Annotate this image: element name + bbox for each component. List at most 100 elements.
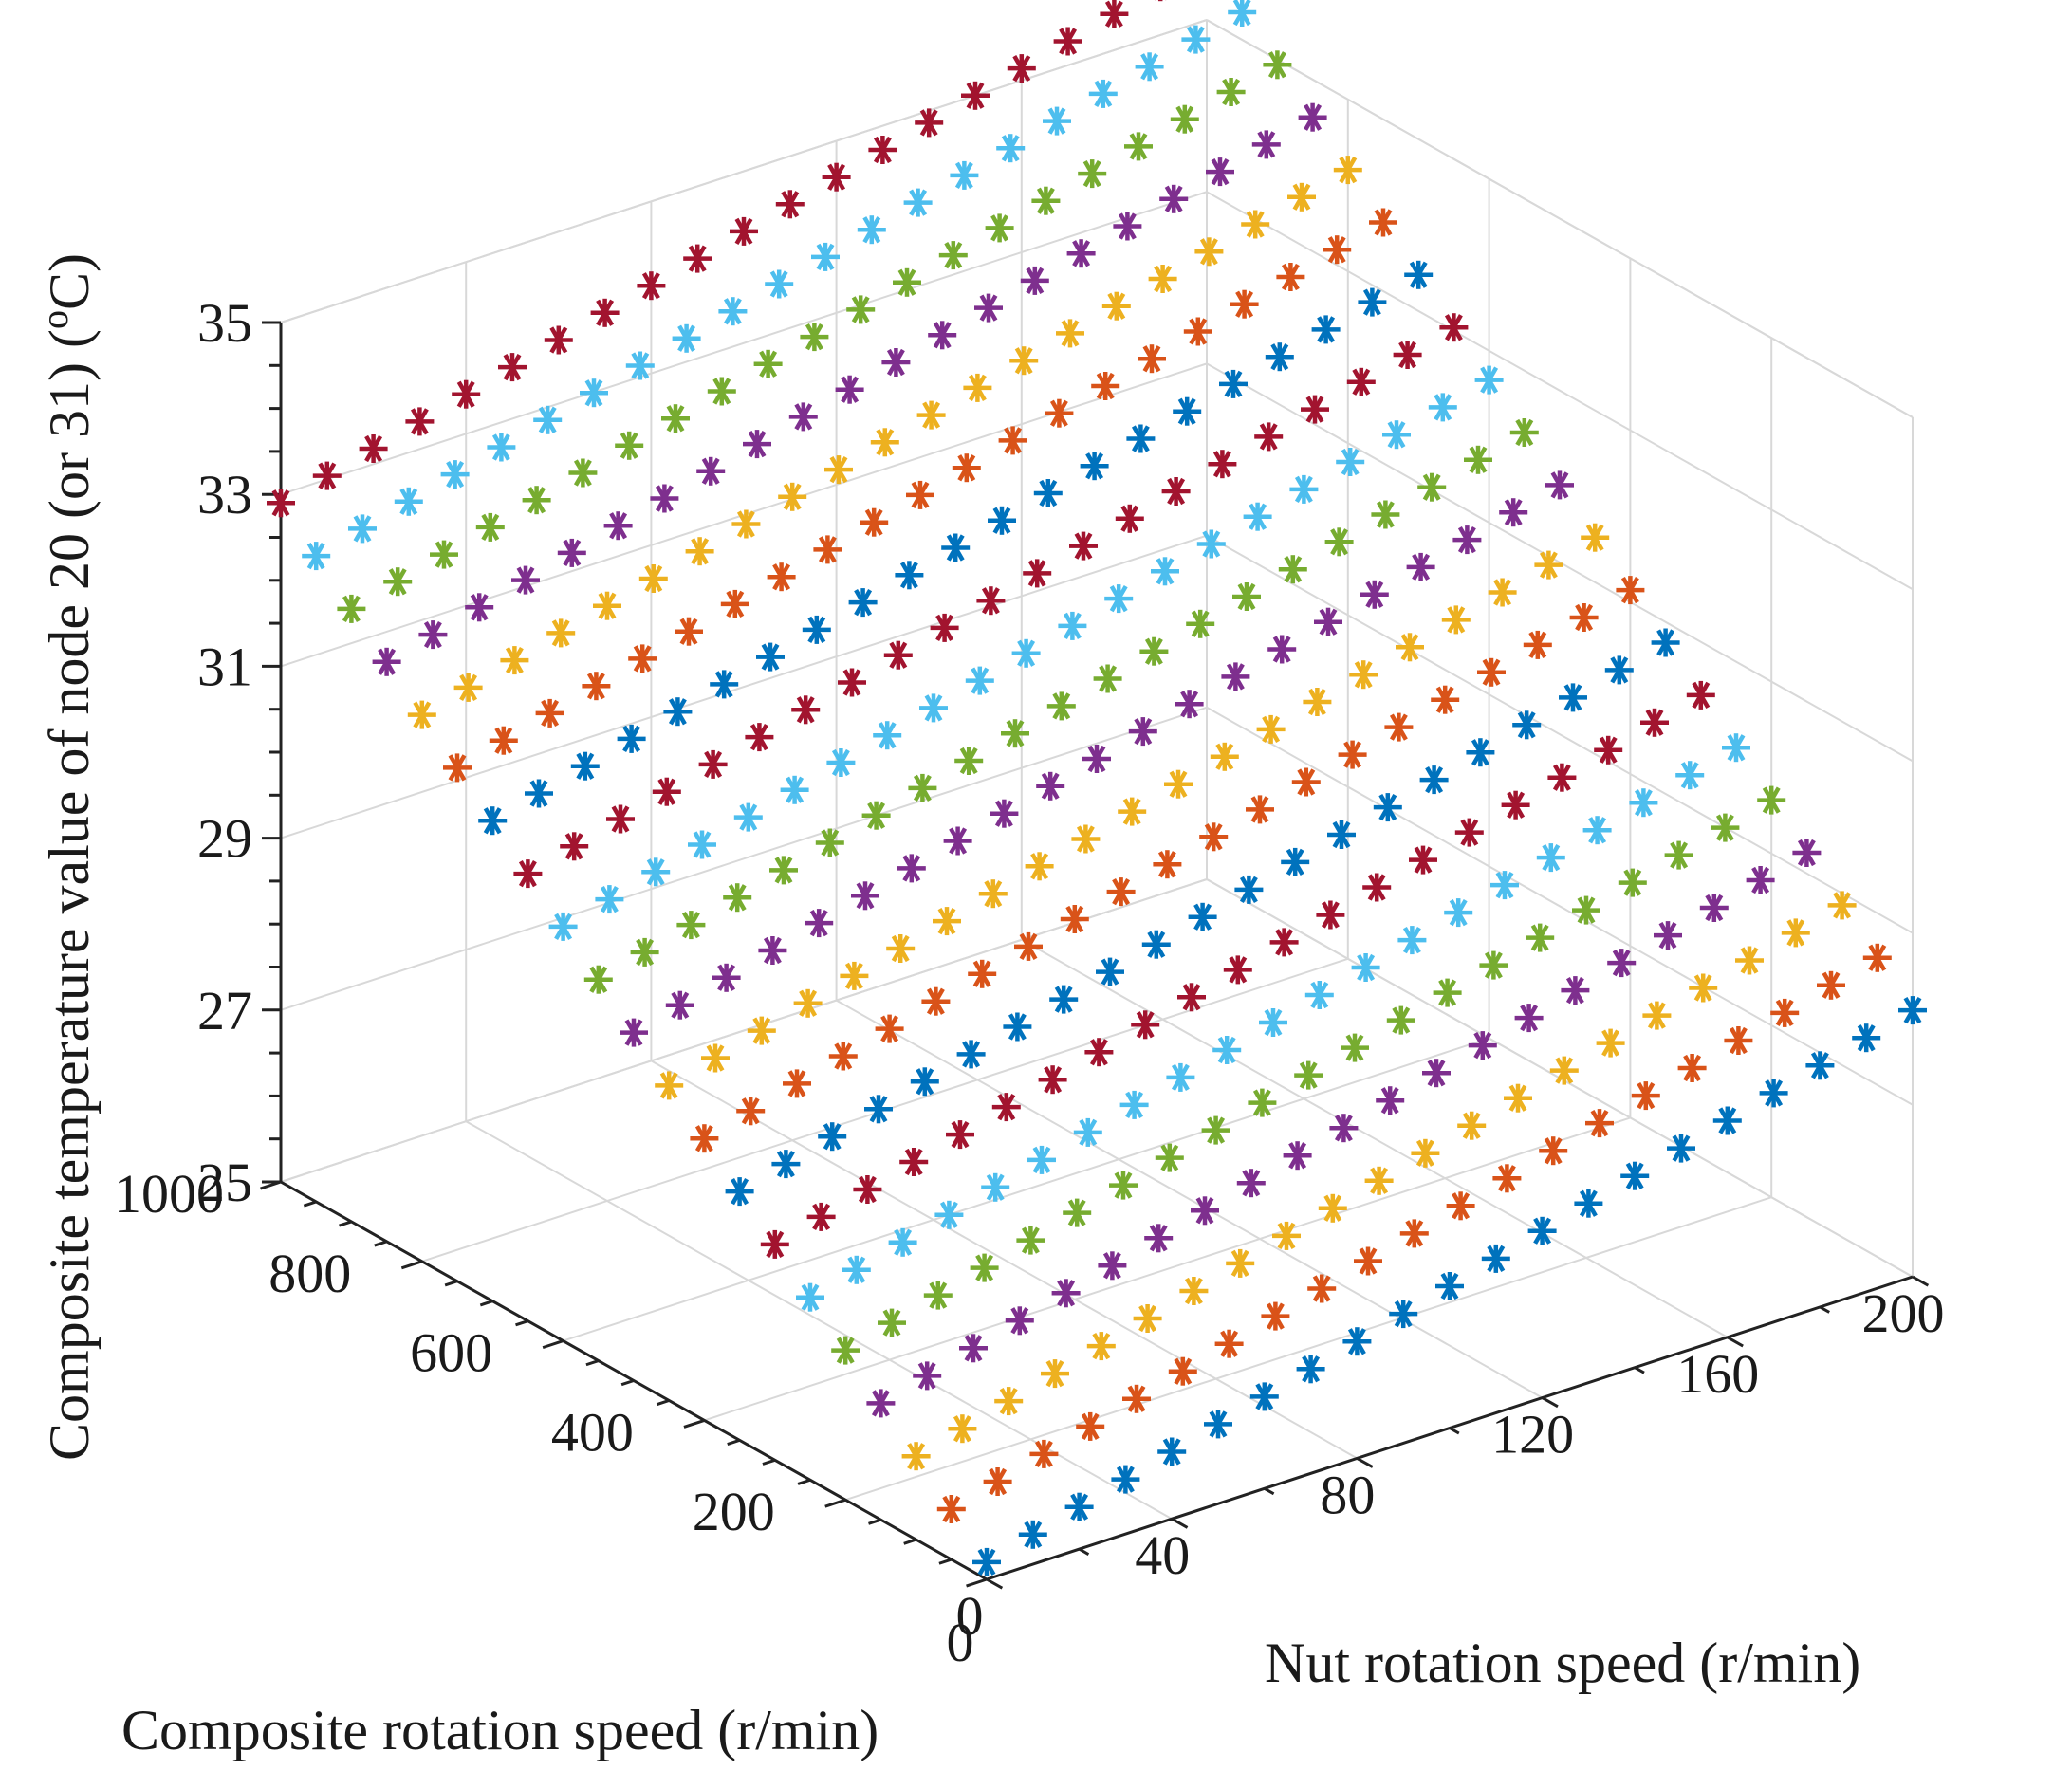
data-point — [1607, 949, 1637, 978]
data-point — [972, 1547, 1001, 1576]
data-point — [465, 593, 494, 622]
data-point — [683, 244, 712, 273]
data-point — [1230, 289, 1259, 319]
data-point — [1360, 580, 1389, 609]
data-point — [655, 1071, 684, 1100]
data-point — [1382, 420, 1411, 450]
x-axis-label: Nut rotation speed (r/min) — [1265, 1632, 1860, 1694]
data-point — [712, 963, 741, 992]
y-tick — [797, 1478, 811, 1485]
data-point — [1689, 973, 1718, 1003]
data-point — [1144, 1224, 1174, 1253]
data-point — [440, 460, 470, 489]
data-point — [878, 1308, 906, 1337]
data-point — [731, 509, 761, 539]
data-point — [1071, 824, 1101, 854]
data-point — [1817, 970, 1845, 1000]
data-point — [1452, 525, 1482, 555]
x-tick-label: 40 — [1135, 1524, 1190, 1586]
data-point — [1699, 894, 1729, 922]
data-point — [511, 565, 540, 595]
data-point — [1283, 1141, 1312, 1171]
data-point — [1109, 1171, 1138, 1200]
data-point — [1406, 552, 1435, 581]
x-tick — [1541, 1396, 1559, 1409]
data-point — [1512, 710, 1542, 740]
data-point — [1422, 1059, 1451, 1088]
data-point — [1629, 788, 1658, 818]
data-point — [1324, 527, 1354, 557]
data-point — [557, 538, 586, 567]
data-point — [267, 489, 295, 518]
data-point — [685, 537, 714, 566]
data-point — [1011, 638, 1041, 668]
data-point — [1076, 1411, 1105, 1441]
floor-grid-x — [650, 1060, 1358, 1460]
data-point — [1457, 1111, 1487, 1140]
data-point — [1477, 657, 1506, 687]
data-point — [1582, 816, 1612, 845]
data-point — [1009, 346, 1039, 376]
data-point — [1016, 1226, 1045, 1255]
data-point — [1397, 926, 1427, 955]
data-point — [638, 564, 668, 593]
data-point — [1223, 955, 1252, 985]
data-point — [1561, 976, 1590, 1005]
data-point — [628, 644, 657, 673]
data-point — [544, 325, 573, 355]
x-tick — [1356, 1457, 1374, 1468]
z-tick-label: 33 — [197, 464, 252, 525]
data-point — [916, 400, 946, 430]
data-point — [1314, 607, 1342, 636]
data-point — [1781, 918, 1810, 948]
data-point — [1468, 1031, 1497, 1060]
data-point — [690, 1124, 719, 1153]
data-point — [1191, 1196, 1219, 1226]
data-point — [923, 1281, 953, 1310]
data-point — [672, 323, 701, 353]
data-point — [1376, 1086, 1405, 1115]
y-tick-label: 800 — [268, 1243, 351, 1304]
data-point — [405, 407, 435, 436]
data-point — [383, 567, 413, 597]
data-point — [943, 826, 972, 856]
data-point — [593, 591, 621, 620]
data-point — [1104, 584, 1134, 614]
data-point — [720, 589, 749, 618]
data-point — [1093, 664, 1122, 693]
floor-grid-x — [836, 999, 1544, 1399]
data-point — [1023, 559, 1052, 588]
data-point — [525, 779, 553, 808]
x-tick — [1449, 1427, 1460, 1435]
data-point — [615, 431, 644, 460]
data-point — [710, 670, 739, 699]
data-point — [806, 1202, 836, 1231]
data-point — [963, 373, 992, 402]
data-point — [970, 1253, 999, 1282]
data-point — [1155, 1143, 1184, 1172]
data-point — [1124, 132, 1153, 161]
data-point — [1175, 690, 1204, 719]
data-point — [818, 1122, 847, 1152]
data-point — [783, 1069, 811, 1098]
x-tick — [1078, 1547, 1090, 1556]
data-point — [760, 1229, 789, 1259]
data-point — [650, 484, 679, 513]
data-point — [1409, 845, 1437, 875]
y-tick — [542, 1339, 564, 1350]
data-point — [625, 351, 655, 380]
data-point — [1111, 1465, 1140, 1494]
data-point — [930, 613, 959, 642]
data-point — [652, 777, 681, 806]
data-point — [765, 269, 794, 299]
data-point — [895, 561, 924, 590]
data-point — [838, 668, 866, 697]
data-point — [1045, 398, 1074, 428]
data-point — [897, 854, 926, 883]
data-point — [956, 1040, 986, 1069]
data-points — [267, 0, 1927, 1576]
data-point — [938, 241, 968, 270]
data-point — [1276, 263, 1305, 291]
data-point — [1046, 691, 1076, 721]
data-point — [1131, 1010, 1160, 1040]
